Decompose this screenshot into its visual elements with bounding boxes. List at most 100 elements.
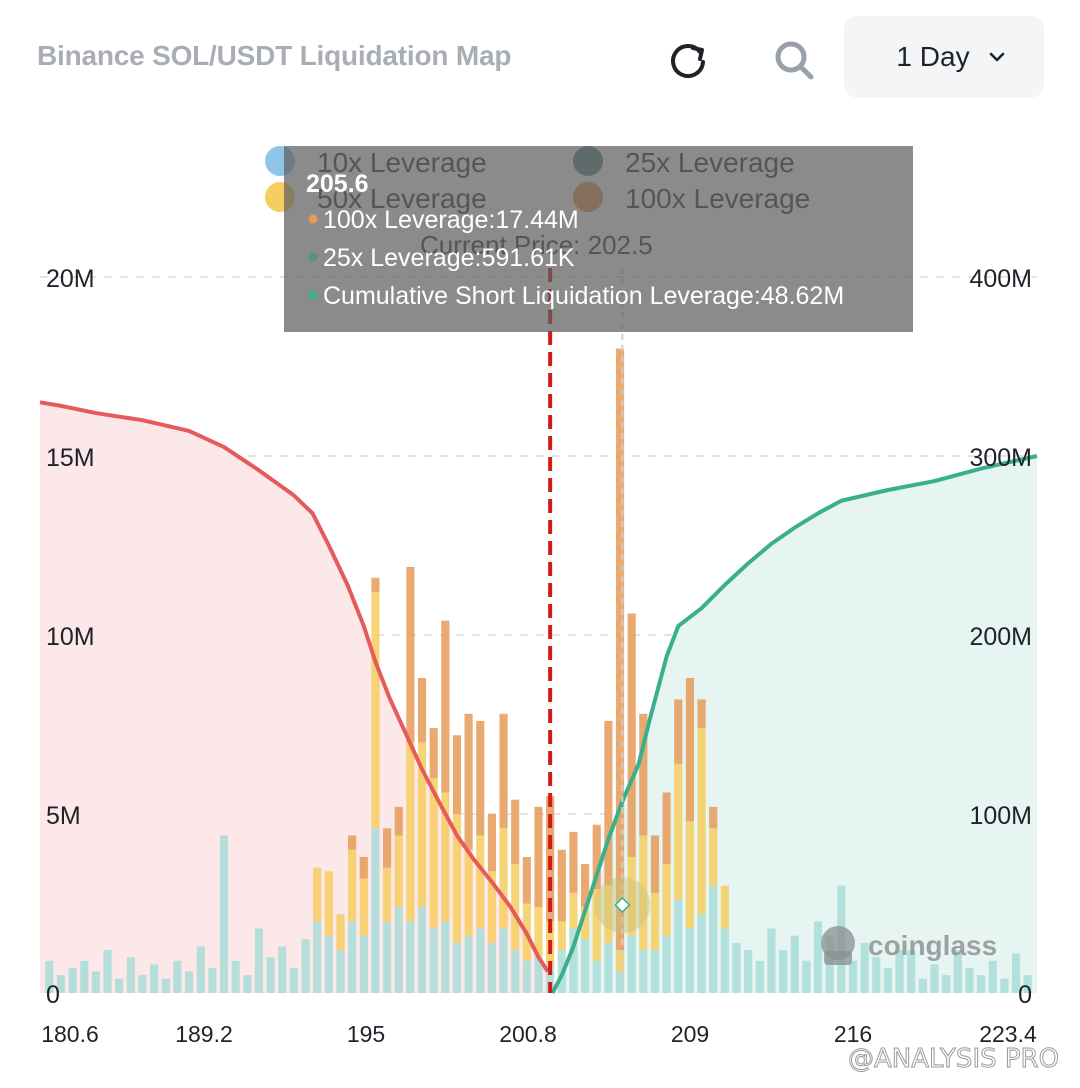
bar-segment-50x (662, 864, 671, 936)
brand: coinglass (821, 926, 997, 965)
hover-marker (614, 896, 631, 914)
brand-name: coinglass (868, 930, 997, 961)
tooltip-dot (308, 290, 318, 300)
bar-segment-low (569, 928, 578, 993)
bar-segment-50x (534, 907, 543, 958)
bar-segment-100x (371, 577, 380, 593)
bar-segment-100x (674, 699, 683, 764)
bar-segment-100x (627, 613, 636, 857)
bar-segment-low (429, 928, 438, 993)
bar-segment-100x (685, 677, 694, 822)
tooltip-dot (308, 252, 318, 262)
left-axis-tick: 0 (46, 981, 60, 1009)
bar-segment-50x (709, 828, 718, 886)
bar-segment-100x (417, 677, 427, 743)
bar-segment-low (254, 928, 264, 993)
bar-segment-low (662, 935, 671, 993)
bar-segment-low (522, 960, 531, 993)
bar-segment-100x (394, 806, 403, 836)
bar-segment-low (744, 950, 753, 993)
bar-segment-100x (709, 806, 718, 829)
bar-segment-low (126, 957, 135, 993)
bar-segment-50x (417, 742, 427, 908)
bar-segment-low (45, 960, 54, 993)
bar-segment-low (313, 921, 322, 993)
bar-segment-low (697, 914, 706, 993)
bar-segment-100x (604, 720, 613, 886)
bar-segment-50x (406, 742, 415, 922)
bar-segment-low (196, 946, 205, 993)
coinglass-logo-icon (821, 926, 855, 965)
bar-segment-low (709, 885, 718, 993)
bar-segment-low (91, 971, 100, 993)
bar-segment-low (80, 960, 89, 993)
tooltip-row: 100x Leverage:17.44M (323, 206, 579, 234)
bar-segment-low (452, 942, 462, 993)
bar-segment-low (930, 964, 939, 993)
bar-segment-low (650, 950, 660, 993)
bar-segment-50x (674, 763, 683, 900)
page-title: Binance SOL/USDT Liquidation Map (37, 40, 512, 71)
bar-segment-low (56, 975, 66, 993)
bar-segment-low (487, 942, 496, 993)
x-axis-tick: 223.4 (979, 1021, 1037, 1047)
right-axis-tick: 0 (1018, 981, 1032, 1009)
bar-segment-low (324, 935, 333, 993)
bar-segment-low (371, 828, 380, 993)
bar-segment-low (1000, 978, 1009, 993)
bar-segment-100x (639, 713, 648, 836)
bar-segment-low (732, 942, 741, 993)
refresh-icon[interactable] (660, 32, 716, 88)
bar-segment-low (103, 950, 112, 993)
bar-segment-low (592, 960, 601, 993)
bar-segment-low (348, 921, 357, 993)
bar-segment-100x (406, 566, 415, 743)
bar-segment-low (883, 967, 892, 993)
bar-segment-low (907, 950, 916, 993)
bar-segment-100x (569, 831, 578, 893)
search-icon[interactable] (766, 32, 822, 88)
bar-segment-low (150, 964, 159, 993)
bar-segment-low (779, 950, 788, 993)
bar-segment-low (953, 950, 962, 993)
bar-segment-low (813, 921, 823, 993)
bar-segment-low (173, 960, 182, 993)
bar-segment-50x (720, 885, 729, 929)
bar-segment-low (464, 935, 473, 993)
left-axis-tick: 5M (46, 802, 81, 830)
bar-segment-low (499, 928, 508, 993)
bar-segment-low (68, 967, 77, 993)
bar-segment-low (383, 921, 392, 993)
bar-segment-100x (557, 849, 566, 922)
period-select[interactable]: 1 Day (844, 16, 1044, 98)
bar-segment-low (755, 960, 764, 993)
cumulative-long-line (39, 400, 550, 973)
bar-segment-100x (452, 735, 462, 814)
bar-segment-low (942, 975, 951, 993)
bar-segment-low (161, 978, 170, 993)
bar-segment-100x (511, 799, 520, 865)
bar-segment-100x (429, 728, 438, 779)
bar-segment-low (977, 975, 986, 993)
right-axis-tick: 400M (969, 265, 1032, 293)
bar-segment-low (476, 928, 485, 993)
bar-segment-50x (581, 907, 590, 940)
x-axis-tick: 200.8 (499, 1021, 557, 1047)
bar-segment-50x (650, 892, 660, 951)
x-axis-tick: 195 (347, 1021, 385, 1047)
bar-segment-50x (383, 867, 392, 922)
bar-segment-50x (324, 871, 333, 936)
bar-segment-50x (697, 728, 706, 915)
tooltip-title: 205.6 (306, 170, 369, 198)
left-axis-tick: 20M (46, 265, 95, 293)
bar-segment-low (511, 950, 520, 993)
cumulative-short-area (552, 456, 1037, 993)
bar-segment-50x (487, 871, 496, 943)
bar-segment-50x (499, 828, 508, 929)
bar-segment-low (208, 967, 217, 993)
bar-segment-low (441, 921, 450, 993)
bar-segment-100x (487, 814, 496, 872)
bar-segment-low (266, 957, 275, 993)
bar-segment-low (115, 978, 124, 993)
